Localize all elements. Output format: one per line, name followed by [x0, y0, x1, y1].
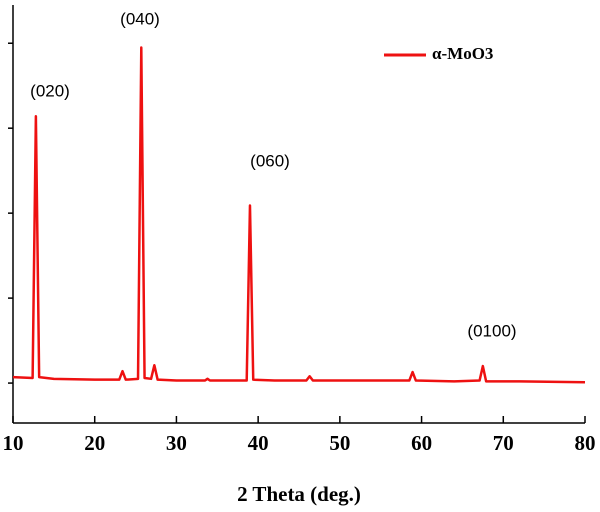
- data-line: [12, 46, 586, 384]
- peak-annotation: (0100): [467, 321, 516, 340]
- x-axis-label: 2 Theta (deg.): [237, 482, 361, 506]
- x-tick-label: 60: [411, 431, 432, 455]
- peak-annotation: (060): [250, 151, 290, 170]
- peak-annotation: (020): [30, 81, 70, 100]
- legend-label: α-MoO3: [432, 44, 493, 63]
- x-tick-label: 30: [166, 431, 187, 455]
- x-tick-label: 50: [329, 431, 350, 455]
- peak-annotation: (040): [120, 9, 160, 28]
- x-tick-label: 20: [84, 431, 105, 455]
- x-tick-label: 40: [248, 431, 269, 455]
- x-tick-label: 70: [493, 431, 514, 455]
- x-tick-label: 10: [3, 431, 24, 455]
- x-tick-label: 80: [575, 431, 596, 455]
